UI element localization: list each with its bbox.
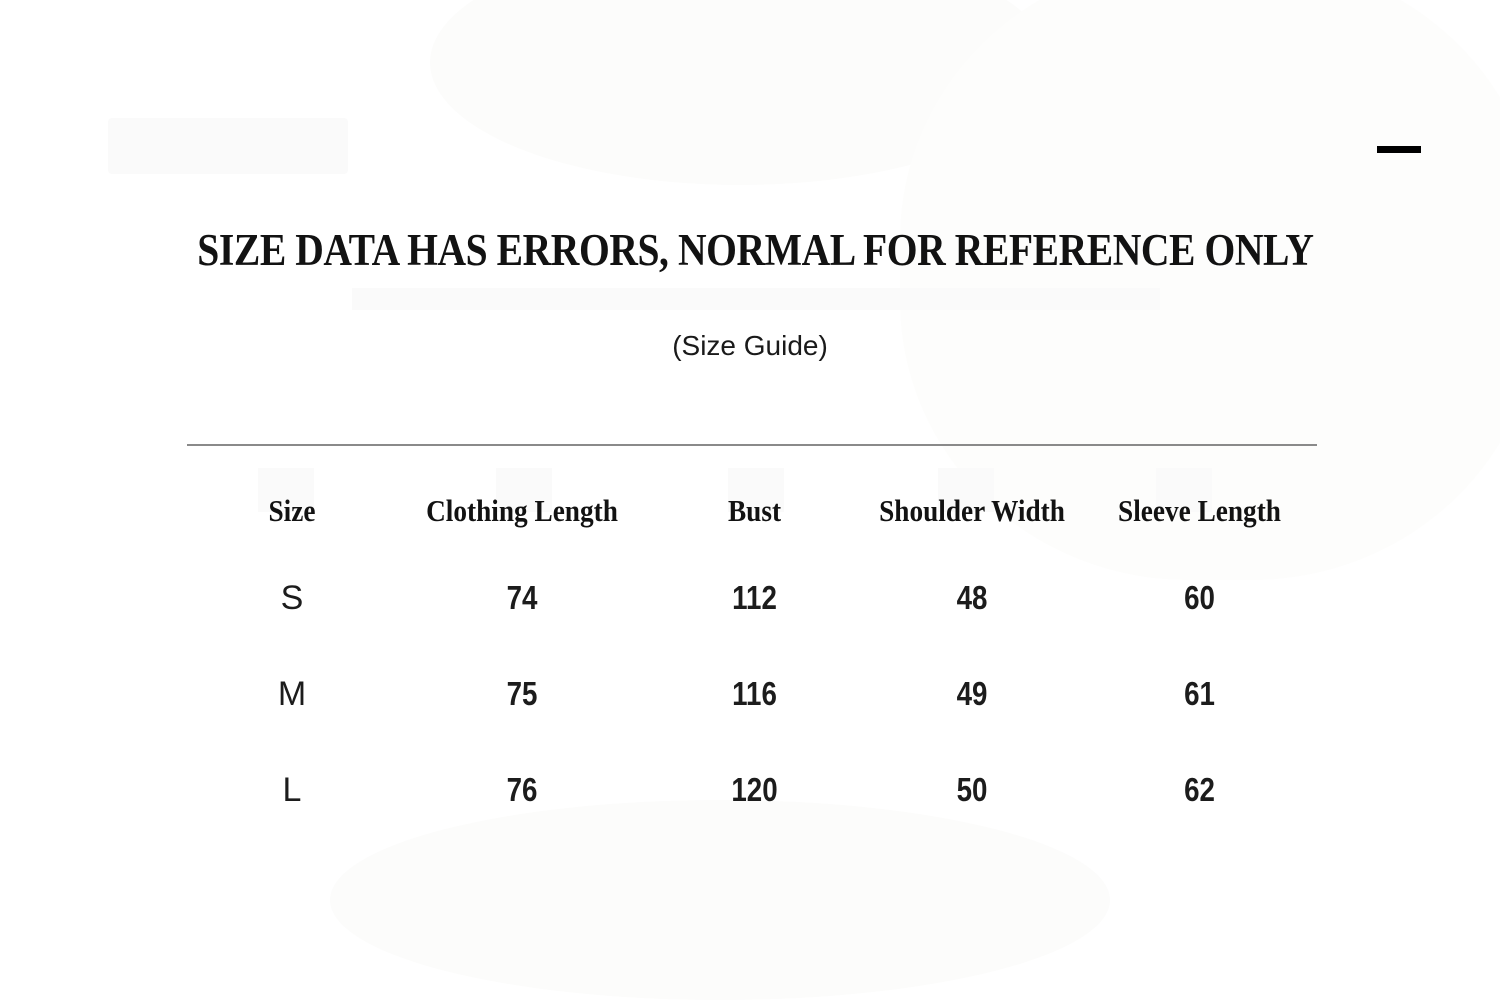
column-header-bust: Bust xyxy=(727,493,782,528)
table-row-l: L 76 120 50 62 xyxy=(187,742,1317,838)
cell-sleeve-length: 60 xyxy=(1184,579,1215,616)
cell-clothing-length: 76 xyxy=(506,771,538,808)
table-row-m: M 75 116 49 61 xyxy=(187,646,1317,742)
column-header-clothing-length: Clothing Length xyxy=(426,493,618,528)
cell-size-label: S xyxy=(280,578,304,617)
cell-clothing-length: 74 xyxy=(506,579,538,616)
cell-shoulder-width: 49 xyxy=(956,675,988,712)
table-top-divider xyxy=(187,444,1317,446)
ghost-blob-top xyxy=(430,0,1050,185)
size-disclaimer-title: SIZE DATA HAS ERRORS, NORMAL FOR REFEREN… xyxy=(197,225,1314,275)
cell-size-label: M xyxy=(277,674,307,713)
column-header-sleeve-length: Sleeve Length xyxy=(1118,493,1281,528)
ghost-blob-left xyxy=(108,118,348,174)
minimize-icon[interactable] xyxy=(1377,146,1421,153)
column-header-shoulder-width: Shoulder Width xyxy=(879,493,1065,528)
cell-bust: 120 xyxy=(731,771,778,808)
cell-sleeve-length: 61 xyxy=(1184,675,1215,712)
cell-clothing-length: 75 xyxy=(506,675,538,712)
cell-size-label: L xyxy=(282,770,302,809)
cell-bust: 116 xyxy=(732,675,777,712)
table-row-s: S 74 112 48 60 xyxy=(187,550,1317,646)
ghost-band-under-title xyxy=(352,288,1160,310)
size-guide-subtitle: (Size Guide) xyxy=(672,330,828,361)
table-header-row: Size Clothing Length Bust Shoulder Width… xyxy=(187,446,1317,550)
cell-sleeve-length: 62 xyxy=(1184,771,1215,808)
column-header-size: Size xyxy=(268,493,316,528)
cell-shoulder-width: 48 xyxy=(956,579,988,616)
cell-bust: 112 xyxy=(732,579,777,616)
cell-shoulder-width: 50 xyxy=(956,771,988,808)
size-table: Size Clothing Length Bust Shoulder Width… xyxy=(187,446,1317,838)
